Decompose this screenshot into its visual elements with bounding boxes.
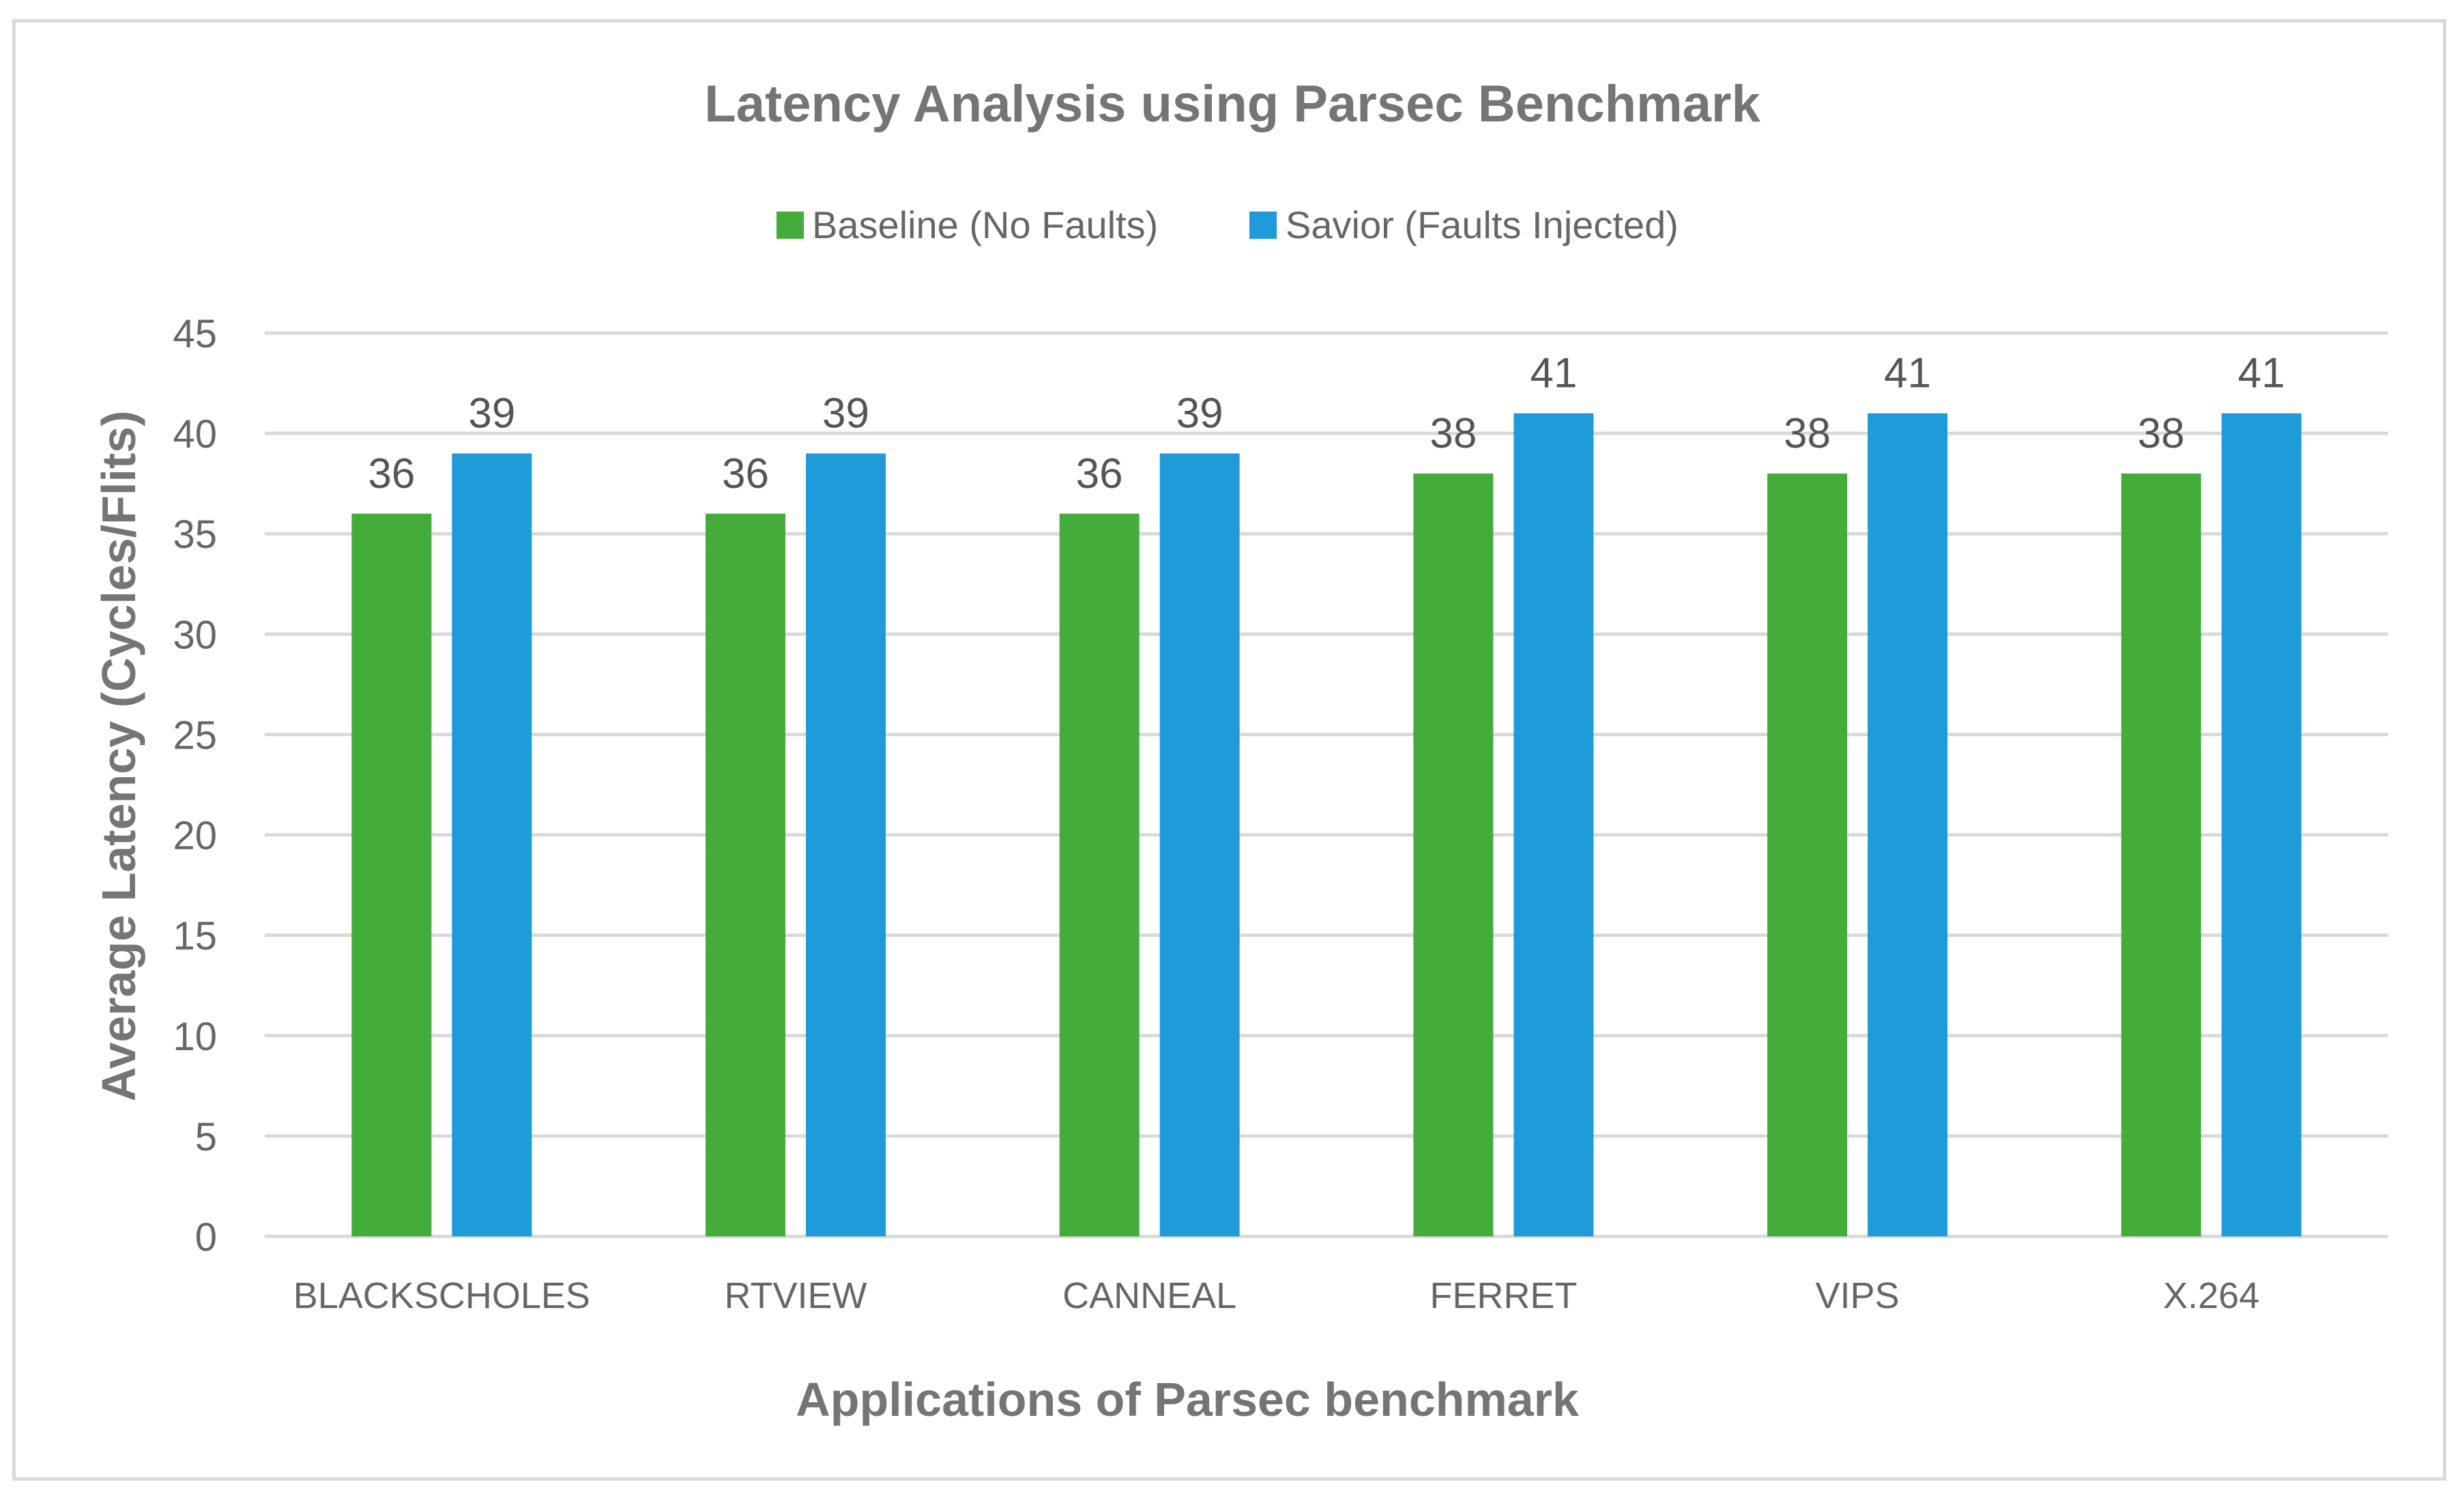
bar-savior	[1159, 453, 1240, 1236]
bar-savior	[1868, 413, 1947, 1236]
bar-savior	[452, 453, 532, 1236]
x-axis-title: Applications of Parsec benchmark	[796, 1373, 1579, 1426]
legend-label-savior: Savior (Faults Injected)	[1286, 203, 1679, 246]
y-tick-label: 25	[173, 713, 217, 757]
y-tick-label: 10	[173, 1015, 217, 1059]
data-label: 36	[1076, 450, 1123, 497]
data-label: 41	[1884, 350, 1931, 397]
data-label: 36	[722, 450, 769, 497]
legend-label-baseline: Baseline (No Faults)	[812, 203, 1158, 246]
x-tick-label: VIPS	[1815, 1275, 1899, 1316]
bar-savior	[806, 453, 886, 1236]
data-label: 41	[2238, 350, 2285, 397]
x-tick-label: RTVIEW	[724, 1275, 867, 1316]
bar-savior	[2221, 413, 2302, 1236]
y-tick-label: 30	[173, 613, 217, 657]
x-tick-label: CANNEAL	[1062, 1275, 1236, 1316]
x-axis-ticks: BLACKSCHOLES RTVIEW CANNEAL FERRET VIPS X.264	[293, 1275, 2259, 1316]
bar-baseline	[1767, 473, 1847, 1236]
data-label: 41	[1530, 350, 1577, 397]
x-tick-label: X.264	[2163, 1275, 2259, 1316]
y-axis-title: Average Latency (Cycles/Flits)	[92, 411, 145, 1102]
bar-savior	[1513, 413, 1594, 1236]
data-label: 36	[368, 450, 415, 497]
data-labels: 36 39 36 39 36 39 38 41 38 41 38 41	[368, 350, 2285, 497]
y-tick-label: 0	[195, 1215, 217, 1260]
y-tick-label: 40	[173, 412, 217, 456]
y-tick-label: 20	[173, 814, 217, 858]
y-tick-label: 5	[195, 1115, 217, 1159]
bar-baseline	[351, 513, 432, 1236]
x-tick-label: BLACKSCHOLES	[293, 1275, 590, 1316]
y-tick-label: 15	[173, 914, 217, 959]
x-tick-label: FERRET	[1430, 1275, 1577, 1316]
data-label: 39	[468, 390, 515, 437]
bar-baseline	[706, 513, 785, 1236]
y-tick-label: 35	[173, 512, 217, 557]
y-axis-ticks: 0 5 10 15 20 25 30 35 40 45	[173, 312, 217, 1260]
legend-swatch-baseline	[777, 212, 804, 239]
data-label: 39	[1176, 390, 1223, 437]
bar-baseline	[1059, 513, 1140, 1236]
legend-item-savior: Savior (Faults Injected)	[1249, 203, 1679, 246]
data-label: 38	[1784, 410, 1831, 457]
chart-title: Latency Analysis using Parsec Benchmark	[704, 75, 1760, 133]
bar-baseline	[2121, 473, 2201, 1236]
legend-item-baseline: Baseline (No Faults)	[777, 203, 1158, 246]
data-label: 38	[2138, 410, 2185, 457]
data-label: 38	[1430, 410, 1477, 457]
bar-baseline	[1413, 473, 1494, 1236]
legend: Baseline (No Faults) Savior (Faults Inje…	[777, 203, 1679, 246]
bars	[351, 413, 2302, 1236]
data-label: 39	[822, 390, 869, 437]
gridlines	[265, 331, 2388, 1238]
legend-swatch-savior	[1249, 212, 1277, 239]
y-tick-label: 45	[173, 312, 217, 356]
